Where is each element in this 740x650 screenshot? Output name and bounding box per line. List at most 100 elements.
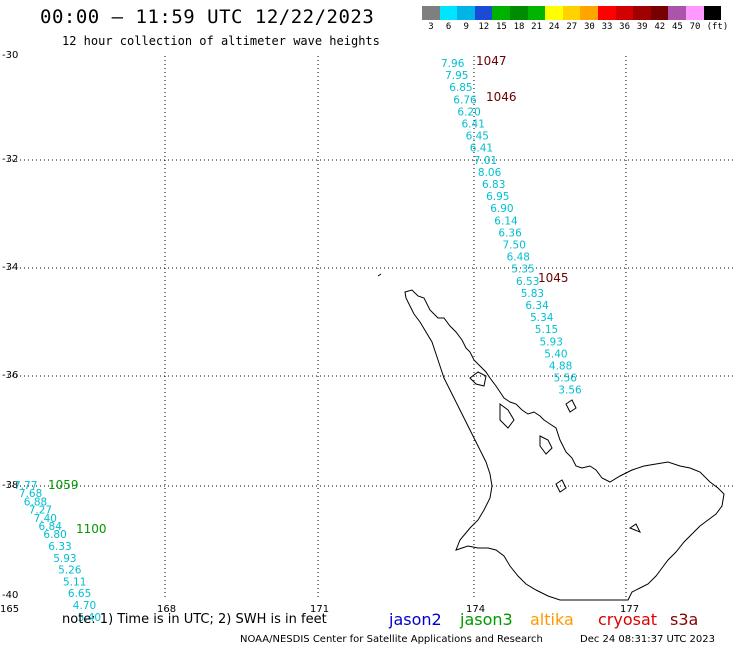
wave-height-label: 6.34 <box>525 300 549 312</box>
wave-height-label: 6.45 <box>466 131 489 143</box>
color-swatch <box>474 6 493 20</box>
wave-height-label: 6.76 <box>453 94 477 106</box>
wave-height-label: 6.53 <box>516 276 539 288</box>
island-3 <box>555 479 567 493</box>
lat-label: -34 <box>2 262 18 273</box>
wave-height-label: 5.40 <box>544 348 567 360</box>
wave-height-label: 5.56 <box>554 373 578 385</box>
color-swatch <box>439 6 458 20</box>
color-scale-label: 42 <box>654 22 666 32</box>
lat-label: -36 <box>2 370 18 381</box>
wave-height-label: 4.70 <box>73 600 96 612</box>
color-swatch <box>562 6 581 20</box>
wave-height-label: 7.68 <box>19 488 42 500</box>
lon-label: 177 <box>620 604 639 615</box>
color-swatch <box>457 6 475 20</box>
new-zealand-coastline <box>377 273 725 601</box>
wave-height-label: 6.48 <box>507 252 530 264</box>
color-swatch <box>580 6 598 20</box>
wave-height-label: 7.77 <box>14 480 37 492</box>
color-scale-label: 27 <box>566 22 578 32</box>
wave-height-label: 7.01 <box>474 155 497 167</box>
lat-label: -32 <box>2 154 18 165</box>
color-swatch <box>650 6 669 20</box>
wave-height-label: 4.88 <box>549 361 572 373</box>
color-swatch <box>703 6 722 20</box>
color-scale-label: 39 <box>636 22 648 32</box>
wave-height-label: 6.83 <box>482 179 505 191</box>
time-label: 1100 <box>76 522 107 536</box>
lon-label: 171 <box>310 604 329 615</box>
color-scale-label: 45 <box>671 22 683 32</box>
lon-label: 165 <box>0 604 19 615</box>
lat-label: -30 <box>2 50 18 61</box>
wave-height-label: 6.65 <box>68 588 91 600</box>
color-swatch <box>633 6 651 20</box>
jason3-track: 7.777.686.887.277.406.846.806.335.935.26… <box>14 478 107 624</box>
wave-height-label: 5.11 <box>63 576 86 588</box>
wave-height-label: 3.56 <box>558 385 582 397</box>
wave-height-label: 7.27 <box>29 505 52 517</box>
wave-height-label: 7.50 <box>503 240 526 252</box>
wave-height-label: 6.90 <box>490 203 513 215</box>
color-scale-label: (ft) <box>706 22 729 32</box>
wave-height-label: 5.93 <box>53 553 76 565</box>
time-label: 1045 <box>538 271 569 285</box>
color-scale-label: 21 <box>531 22 543 32</box>
color-scale-label: 36 <box>619 22 631 32</box>
time-label: 1047 <box>476 54 507 68</box>
color-scale-label: 15 <box>495 22 507 32</box>
wave-height-label: 5.34 <box>530 312 554 324</box>
lat-label: -40 <box>2 590 18 601</box>
color-swatch <box>685 6 704 20</box>
wave-height-label: 5.93 <box>540 336 563 348</box>
wave-height-label: 6.33 <box>48 541 71 553</box>
color-swatch <box>545 6 563 20</box>
island-2 <box>565 399 577 413</box>
legend-cryosat: cryosat <box>598 610 658 629</box>
wave-height-label: 6.80 <box>43 529 66 541</box>
wave-height-label: 5.83 <box>521 288 544 300</box>
color-swatch <box>615 6 634 20</box>
timestamp: Dec 24 08:31:37 UTC 2023 <box>580 634 715 645</box>
credit-text: NOAA/NESDIS Center for Satellite Applica… <box>240 634 543 645</box>
lon-label: 168 <box>157 604 176 615</box>
wave-height-label: 6.85 <box>449 82 472 94</box>
island-1 <box>377 273 382 277</box>
wave-height-label: 8.06 <box>478 167 502 179</box>
color-scale-label: 30 <box>583 22 595 32</box>
wave-height-label: 5.35 <box>511 264 534 276</box>
wave-height-label: 5.26 <box>58 565 82 577</box>
island-4 <box>628 523 642 533</box>
color-scale-label: 3 <box>428 22 434 32</box>
color-swatch <box>527 6 546 20</box>
legend-jason3: jason3 <box>460 610 513 629</box>
color-swatch <box>509 6 528 20</box>
wave-height-label: 5.15 <box>535 324 558 336</box>
color-scale-label: 12 <box>478 22 490 32</box>
color-scale-label: 33 <box>601 22 613 32</box>
north-island-coast <box>404 289 725 601</box>
color-swatch <box>597 6 616 20</box>
wave-height-label: 6.88 <box>24 496 47 508</box>
color-scale-label: 6 <box>445 22 452 32</box>
color-swatch <box>668 6 686 20</box>
cryosat-track: 7.967.956.856.766.206.416.456.417.018.06… <box>441 54 582 397</box>
wave-height-label: 6.41 <box>462 119 485 131</box>
inner-harbour-2 <box>499 403 515 429</box>
wave-height-label: 6.95 <box>486 191 509 203</box>
wave-height-label: 6.20 <box>457 106 480 118</box>
page-title: 00:00 — 11:59 UTC 12/22/2023 <box>40 6 375 28</box>
time-label: 1046 <box>486 90 517 104</box>
color-scale-label: 24 <box>548 22 560 32</box>
note-text: note: 1) Time is in UTC; 2) SWH is in fe… <box>62 612 327 627</box>
legend-s3a: s3a <box>670 610 699 629</box>
wave-height-label: 6.41 <box>470 143 493 155</box>
wave-height-label: 5.40 <box>78 612 101 624</box>
wave-height-label: 7.95 <box>445 70 468 82</box>
lon-label: 174 <box>466 604 485 615</box>
axis-labels: -30 -32 -34 -36 -38 -40 165 168 171 174 177 <box>0 50 639 615</box>
wave-height-label: 6.36 <box>498 227 522 239</box>
color-scale-label: 18 <box>513 22 525 32</box>
